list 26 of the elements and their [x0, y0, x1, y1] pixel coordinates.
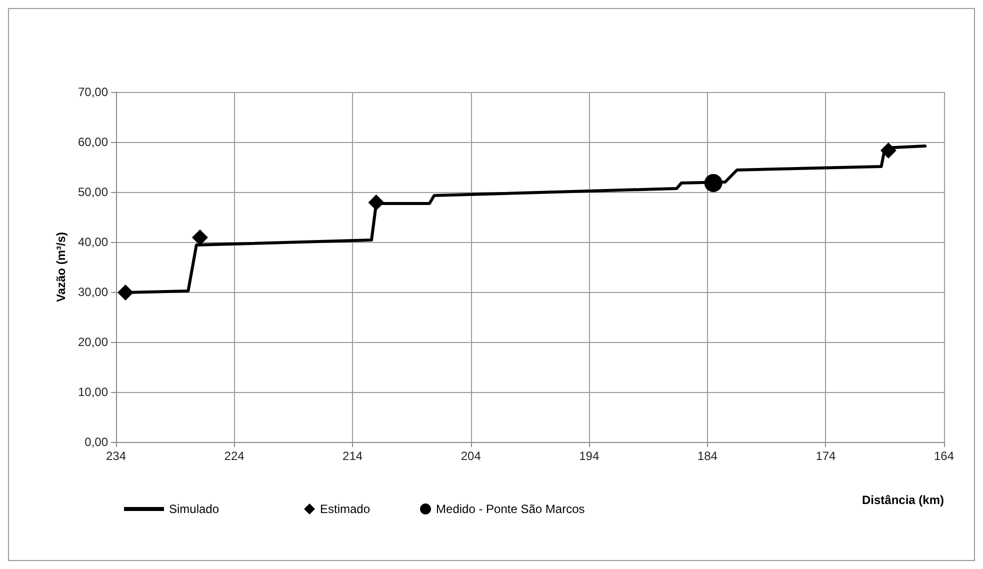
- y-tick-label: 60,00: [78, 135, 108, 149]
- x-tick-label: 234: [106, 449, 126, 463]
- x-tick-label: 174: [816, 449, 836, 463]
- y-tick-label: 10,00: [78, 385, 108, 399]
- point: [368, 194, 384, 210]
- y-tick-label: 20,00: [78, 335, 108, 349]
- x-tick-label: 204: [460, 449, 482, 463]
- x-tick-label: 164: [934, 449, 954, 463]
- y-tick-label: 70,00: [78, 85, 108, 99]
- legend-label: Simulado: [169, 502, 220, 516]
- y-tick-label: 40,00: [78, 235, 108, 249]
- legend-label: Medido - Ponte São Marcos: [436, 502, 585, 516]
- x-tick-label: 214: [342, 449, 363, 463]
- point: [117, 284, 134, 300]
- point: [192, 230, 208, 246]
- x-tick-label: 224: [224, 449, 245, 463]
- point: [704, 174, 722, 192]
- y-axis-title: Vazão (m³/s): [54, 232, 68, 302]
- point: [880, 142, 896, 158]
- y-tick-label: 0,00: [84, 435, 108, 449]
- y-tick-label: 50,00: [78, 185, 108, 199]
- y-tick-label: 30,00: [78, 285, 108, 299]
- x-axis-title: Distância (km): [862, 493, 944, 507]
- x-tick-label: 194: [579, 449, 600, 463]
- legend-label: Estimado: [320, 502, 370, 516]
- x-tick-label: 184: [697, 449, 718, 463]
